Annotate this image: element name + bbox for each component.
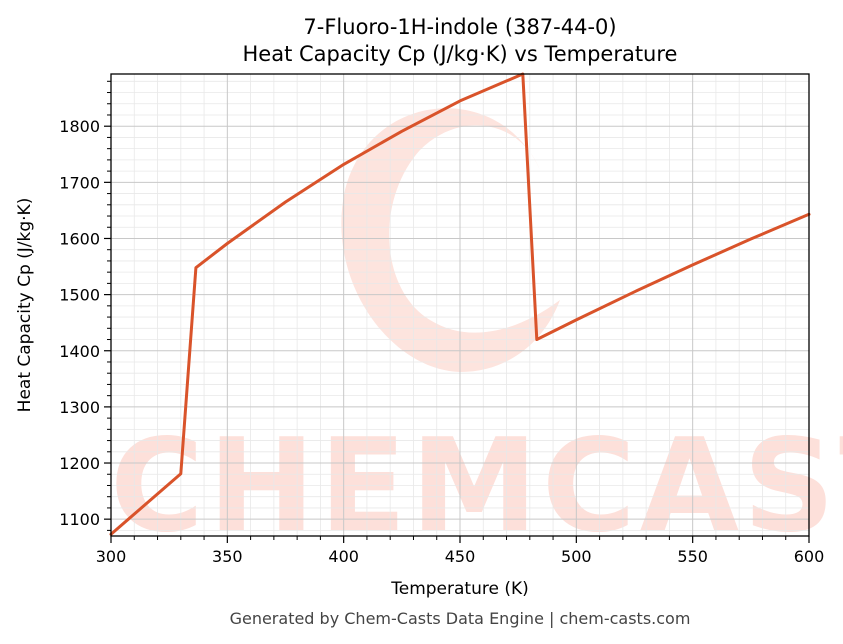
watermark-text: CHEMCASTS	[110, 412, 843, 561]
y-tick-label: 1800	[59, 117, 100, 136]
y-tick-label: 1400	[59, 342, 100, 361]
series-layer	[109, 72, 811, 536]
x-tick-label: 400	[328, 547, 359, 566]
y-axis-label: Heat Capacity Cp (J/kg·K)	[15, 198, 35, 413]
y-tick-label: 1100	[59, 510, 100, 529]
chart-subtitle: Heat Capacity Cp (J/kg·K) vs Temperature	[243, 42, 678, 66]
y-tick-label: 1600	[59, 229, 100, 248]
footer-credit: Generated by Chem-Casts Data Engine | ch…	[230, 609, 691, 628]
x-axis-label: Temperature (K)	[390, 579, 529, 599]
x-axis: 300 350 400 450 500 550 600	[96, 536, 825, 566]
y-tick-label: 1200	[59, 454, 100, 473]
y-tick-label: 1300	[59, 398, 100, 417]
y-tick-label: 1500	[59, 286, 100, 305]
y-axis: 1100 1200 1300 1400 1500 1600 1700 1800	[59, 80, 111, 531]
chart-title: 7-Fluoro-1H-indole (387-44-0)	[303, 15, 616, 39]
x-tick-label: 550	[677, 547, 708, 566]
watermark: CHEMCASTS	[110, 108, 843, 561]
x-tick-label: 300	[96, 547, 127, 566]
x-tick-label: 450	[445, 547, 476, 566]
series-line	[109, 72, 811, 536]
x-tick-label: 350	[212, 547, 243, 566]
y-tick-label: 1700	[59, 173, 100, 192]
x-tick-label: 600	[794, 547, 825, 566]
x-tick-label: 500	[561, 547, 592, 566]
